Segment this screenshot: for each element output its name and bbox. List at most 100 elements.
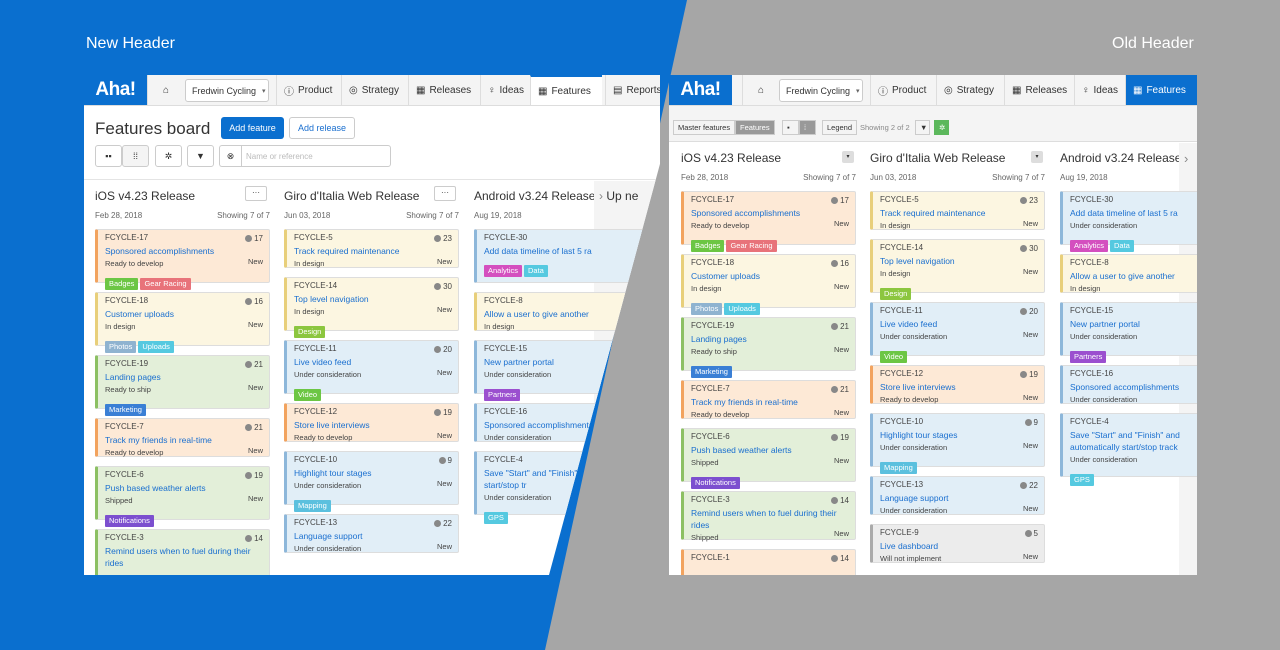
comment-count[interactable]: 30	[1020, 244, 1038, 253]
column-menu-button[interactable]: ···	[245, 186, 267, 201]
tag-data[interactable]: Data	[524, 265, 548, 277]
feature-card[interactable]: FCYCLE-14 30 Top level navigation In design…	[870, 239, 1045, 300]
features-toggle[interactable]: Features	[735, 120, 775, 135]
nav-reports[interactable]: ▤ Reports	[605, 75, 660, 105]
feature-card[interactable]: FCYCLE-4 Save "Start" and "Finish" and au…	[1060, 413, 1197, 486]
home-icon[interactable]: ⌂	[147, 75, 184, 105]
feature-card[interactable]: FCYCLE-15 New partner portal Under conside…	[1060, 302, 1197, 363]
tag-video[interactable]: Video	[880, 351, 908, 363]
nav-product[interactable]: ⓘ Product	[870, 75, 933, 105]
search-input[interactable]: Name or reference	[241, 145, 391, 167]
feature-card[interactable]: FCYCLE-5 23 Track required maintenance In d…	[284, 229, 459, 268]
tag-design[interactable]: Design	[880, 288, 912, 300]
card-title[interactable]: Allow a user to give another	[1070, 271, 1175, 281]
card-title[interactable]: New partner portal	[484, 357, 554, 367]
tag-gear-racing[interactable]: Gear Racing	[140, 278, 191, 290]
comment-count[interactable]: 14	[831, 496, 849, 505]
nav-strategy[interactable]: ◎ Strategy	[936, 75, 1001, 105]
workspace-selector[interactable]: Fredwin Cycling ▾	[185, 79, 269, 102]
card-title[interactable]: Track required maintenance	[880, 208, 986, 218]
tag-marketing[interactable]: Marketing	[691, 366, 732, 378]
comment-count[interactable]: 19	[434, 408, 452, 417]
card-title[interactable]: Sponsored accomplishments	[105, 246, 215, 256]
tag-photos[interactable]: Photos	[691, 303, 723, 315]
filter-icon[interactable]: ▼	[915, 120, 930, 135]
settings-icon[interactable]: ✲	[155, 145, 182, 167]
card-view-icon[interactable]: ▪	[782, 120, 799, 135]
card-title[interactable]: Customer uploads	[691, 271, 760, 281]
column-menu-button[interactable]: ▾	[842, 151, 854, 163]
tag-badges[interactable]: Badges	[691, 240, 725, 252]
feature-card[interactable]: FCYCLE-17 17 Sponsored accomplishments Read…	[95, 229, 270, 290]
comment-count[interactable]: 23	[1020, 196, 1038, 205]
feature-card[interactable]: FCYCLE-7 21 Track my friends in real-time R…	[95, 418, 270, 457]
card-title[interactable]: Save "Start" and "Finish" automatically …	[484, 468, 630, 490]
card-title[interactable]: Language support	[294, 531, 363, 541]
feature-card[interactable]: FCYCLE-7 21 Track my friends in real-time R…	[681, 380, 856, 419]
comment-count[interactable]: 20	[434, 345, 452, 354]
column-menu-button[interactable]: ▾	[1031, 151, 1043, 163]
comment-count[interactable]: 22	[1020, 481, 1038, 490]
card-title[interactable]: Language support	[880, 493, 949, 503]
add-feature-button[interactable]: Add feature	[221, 117, 284, 139]
comment-count[interactable]: 9	[438, 456, 452, 465]
tag-photos[interactable]: Photos	[105, 341, 137, 353]
feature-card[interactable]: FCYCLE-10 9 Highlight tour stages Under con…	[870, 413, 1045, 474]
card-title[interactable]: Top level navigation	[880, 256, 955, 266]
compact-view-icon[interactable]: ⁞⁞	[122, 145, 149, 167]
comment-count[interactable]: 21	[831, 385, 849, 394]
tag-notifications[interactable]: Notifications	[105, 515, 154, 527]
legend-button[interactable]: Legend	[822, 120, 858, 135]
tag-partners[interactable]: Partners	[484, 389, 521, 401]
card-title[interactable]: Highlight tour stages	[880, 430, 958, 440]
comment-count[interactable]: 9	[1024, 418, 1038, 427]
comment-count[interactable]: 16	[831, 259, 849, 268]
tag-marketing[interactable]: Marketing	[105, 404, 146, 416]
tag-badges[interactable]: Badges	[105, 278, 139, 290]
card-title[interactable]: Push based weather alerts	[105, 483, 206, 493]
aha-logo[interactable]: Aha!	[669, 75, 732, 105]
feature-card[interactable]: FCYCLE-8 Allow a user to give another In d…	[1060, 254, 1197, 293]
feature-card[interactable]: FCYCLE-17 17 Sponsored accomplishments Read…	[681, 191, 856, 252]
column-menu-button[interactable]: ···	[434, 186, 456, 201]
nav-features[interactable]: ▦ Features	[1125, 75, 1197, 105]
feature-card[interactable]: FCYCLE-5 23 Track required maintenance In d…	[870, 191, 1045, 230]
settings-icon[interactable]: ✲	[934, 120, 949, 135]
nav-ideas[interactable]: ♀ Ideas	[480, 75, 531, 105]
card-title[interactable]: Track my friends in real-time	[105, 435, 212, 445]
card-title[interactable]: Customer uploads	[105, 309, 174, 319]
feature-card[interactable]: FCYCLE-4 Save "Start" and "Finish" automa…	[474, 451, 649, 524]
card-title[interactable]: Live dashboard	[880, 541, 939, 551]
compact-view-icon[interactable]: ⁞	[799, 120, 816, 135]
tag-mapping[interactable]: Mapping	[880, 462, 917, 474]
tag-video[interactable]: Video	[294, 389, 322, 401]
card-title[interactable]: Highlight tour stages	[294, 468, 372, 478]
feature-card[interactable]: FCYCLE-10 9 Highlight tour stages Under con…	[284, 451, 459, 512]
comment-count[interactable]: 21	[831, 322, 849, 331]
nav-features[interactable]: ▦ Features	[530, 75, 602, 105]
feature-card[interactable]: FCYCLE-30 Add data timeline of last 5 ra U…	[1060, 191, 1197, 252]
card-title[interactable]: New partner portal	[1070, 319, 1140, 329]
card-title[interactable]: Landing pages	[105, 372, 161, 382]
comment-count[interactable]: 5	[1024, 529, 1038, 538]
feature-card[interactable]: FCYCLE-11 20 Live video feed Under consider…	[284, 340, 459, 401]
tag-partners[interactable]: Partners	[1070, 351, 1107, 363]
tag-uploads[interactable]: Uploads	[724, 303, 760, 315]
add-release-button[interactable]: Add release	[289, 117, 355, 139]
card-title[interactable]: Store live interviews	[880, 382, 956, 392]
chevron-right-icon[interactable]: ›	[1184, 151, 1189, 166]
tag-uploads[interactable]: Uploads	[138, 341, 174, 353]
comment-count[interactable]: 19	[245, 471, 263, 480]
nav-product[interactable]: ⓘ Product	[276, 75, 339, 105]
tag-mapping[interactable]: Mapping	[294, 500, 331, 512]
feature-card[interactable]: FCYCLE-15 New partner portal Under conside…	[474, 340, 649, 401]
clear-search-icon[interactable]: ⊗	[219, 145, 241, 167]
feature-card[interactable]: FCYCLE-13 22 Language support Under conside…	[284, 514, 459, 553]
home-icon[interactable]: ⌂	[742, 75, 779, 105]
feature-card[interactable]: FCYCLE-12 19 Store live interviews Ready to…	[870, 365, 1045, 404]
master-features-toggle[interactable]: Master features	[673, 120, 736, 135]
filter-icon[interactable]: ▼	[187, 145, 214, 167]
feature-card[interactable]: FCYCLE-16 Sponsored accomplishments Under …	[1060, 365, 1197, 404]
feature-card[interactable]: FCYCLE-9 5 Live dashboard Will not implemen…	[870, 524, 1045, 563]
aha-logo[interactable]: Aha!	[84, 75, 147, 105]
